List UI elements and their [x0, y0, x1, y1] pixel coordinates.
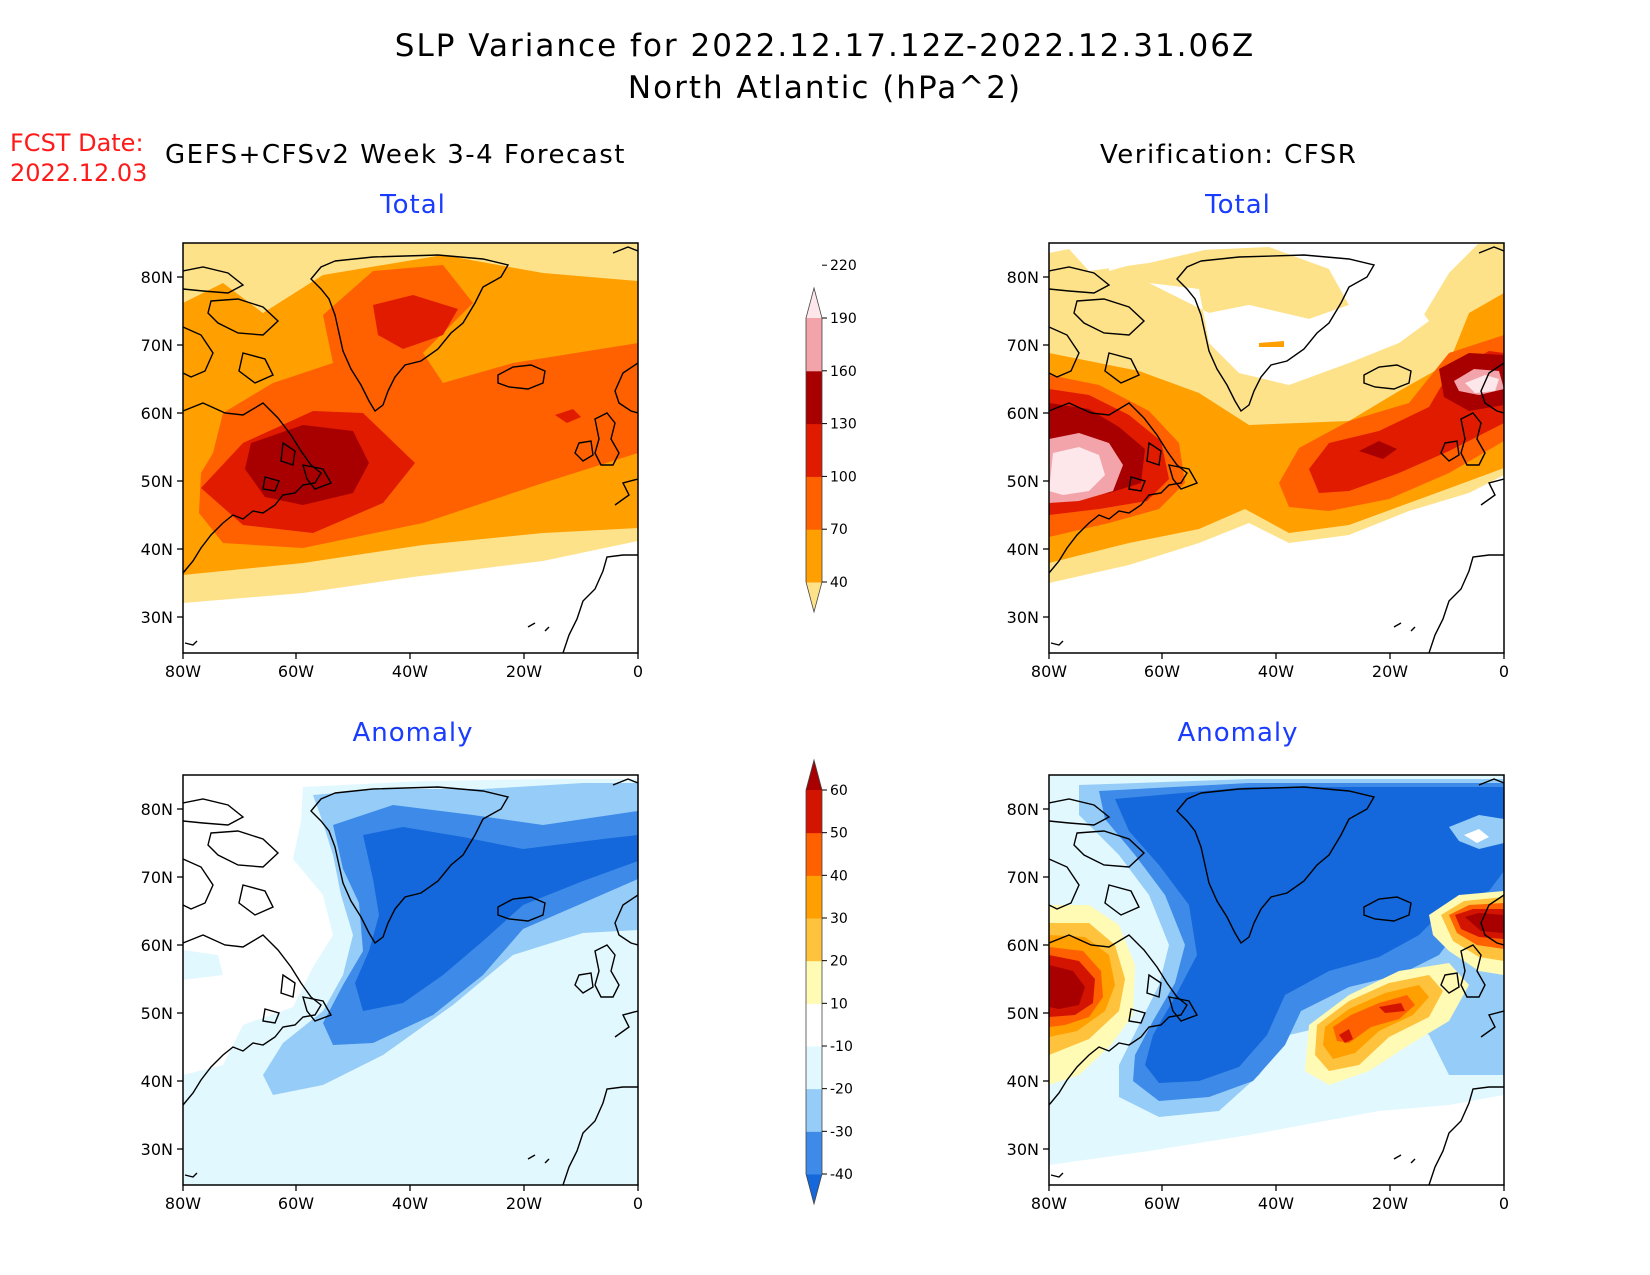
lat-tick-label: 50N — [1007, 472, 1039, 491]
colorbar-label: 220 — [830, 258, 857, 274]
lon-tick-label: 0 — [1499, 662, 1509, 681]
colorbar-swatch — [806, 1131, 822, 1175]
lat-tick-label: 40N — [1007, 1072, 1039, 1091]
colorbar-label: -20 — [830, 1082, 853, 1098]
colorbar-swatch — [806, 370, 822, 425]
fcst-date-value: 2022.12.03 — [10, 159, 148, 187]
lat-tick-label: 70N — [141, 336, 173, 355]
map-axes: 80N 70N 60N 50N 40N 30N 80W 60W 40W 20W 0 80N 70N 60N… — [141, 268, 1509, 1213]
lat-tick-label: 40N — [1007, 540, 1039, 559]
lat-tick-label: 60N — [1007, 936, 1039, 955]
colorbar-upper-extend — [806, 288, 822, 318]
forecast-anomaly-map — [182, 774, 639, 1186]
total-colorbar: 40 70 100 130 160 190 220 — [805, 258, 857, 614]
lat-tick-label: 30N — [141, 608, 173, 627]
lon-tick-label: 80W — [1031, 662, 1067, 681]
colorbar-label: 60 — [830, 783, 848, 799]
fcst-date-label: FCST Date: — [10, 129, 144, 157]
lon-tick-label: 40W — [392, 662, 428, 681]
lon-tick-label: 20W — [1372, 662, 1408, 681]
lat-tick-label: 60N — [141, 936, 173, 955]
lon-tick-label: 40W — [1258, 662, 1294, 681]
colorbar-swatch — [806, 1003, 822, 1047]
panel-title-forecast-anomaly: Anomaly — [352, 718, 474, 748]
colorbar-label: 70 — [830, 522, 848, 538]
lon-tick-label: 20W — [1372, 1194, 1408, 1213]
colorbar-swatch — [806, 875, 822, 919]
colorbar-label: -40 — [830, 1167, 853, 1183]
colorbar-upper-extend — [806, 760, 822, 790]
colorbar-label: 40 — [830, 868, 848, 884]
lat-tick-label: 30N — [141, 1140, 173, 1159]
lon-tick-label: 0 — [633, 662, 643, 681]
lat-tick-label: 80N — [1007, 800, 1039, 819]
lon-tick-label: 80W — [165, 662, 201, 681]
colorbar-label: 10 — [830, 996, 848, 1012]
colorbar-label: 190 — [830, 311, 857, 327]
lat-tick-label: 40N — [141, 540, 173, 559]
lat-tick-label: 70N — [1007, 868, 1039, 887]
lat-tick-label: 50N — [141, 472, 173, 491]
colorbar-swatch — [806, 318, 822, 372]
lon-tick-label: 40W — [392, 1194, 428, 1213]
main-title: SLP Variance for 2022.12.17.12Z-2022.12.… — [394, 28, 1256, 64]
lat-tick-label: 50N — [1007, 1004, 1039, 1023]
colorbar-swatch — [806, 832, 822, 876]
forecast-column-heading: GEFS+CFSv2 Week 3-4 Forecast — [165, 140, 626, 170]
colorbar-swatch — [806, 529, 822, 583]
lon-tick-label: 60W — [278, 1194, 314, 1213]
lat-tick-label: 70N — [1007, 336, 1039, 355]
colorbar-label: 50 — [830, 826, 848, 842]
colorbar-label: -30 — [830, 1124, 853, 1140]
lat-tick-label: 50N — [141, 1004, 173, 1023]
lon-tick-label: 80W — [1031, 1194, 1067, 1213]
lon-tick-label: 60W — [1144, 662, 1180, 681]
lon-tick-label: 0 — [1499, 1194, 1509, 1213]
main-subtitle: North Atlantic (hPa^2) — [627, 70, 1023, 106]
anomaly-colorbar: -40 -30 -20 -10 10 20 30 40 50 60 — [805, 758, 853, 1206]
colorbar-lower-extend — [806, 1174, 822, 1204]
verification-anomaly-map — [1048, 774, 1505, 1186]
verification-total-map — [1048, 242, 1505, 654]
panel-title-verification-anomaly: Anomaly — [1177, 718, 1299, 748]
lon-tick-label: 20W — [506, 1194, 542, 1213]
lat-tick-label: 60N — [1007, 404, 1039, 423]
lon-tick-label: 60W — [1144, 1194, 1180, 1213]
colorbar-label: 100 — [830, 469, 857, 485]
colorbar-swatch — [806, 918, 822, 962]
colorbar-lower-extend — [806, 582, 822, 612]
lon-tick-label: 0 — [633, 1194, 643, 1213]
colorbar-label: 40 — [830, 575, 848, 591]
lat-tick-label: 60N — [141, 404, 173, 423]
colorbar-swatch — [806, 423, 822, 477]
lon-tick-label: 20W — [506, 662, 542, 681]
panel-title-verification-total: Total — [1205, 190, 1271, 220]
colorbar-label: 20 — [830, 954, 848, 970]
lat-tick-label: 40N — [141, 1072, 173, 1091]
colorbar-label: 30 — [830, 911, 848, 927]
colorbars: 40 70 100 130 160 190 220 -40 -30 -20 -10 10 20 30 40 5… — [805, 258, 857, 1206]
colorbar-swatch — [806, 790, 822, 834]
colorbar-swatch — [806, 1088, 822, 1132]
colorbar-label: 160 — [830, 364, 857, 380]
lat-tick-label: 80N — [141, 800, 173, 819]
colorbar-swatch — [806, 476, 822, 530]
colorbar-label: -10 — [830, 1039, 853, 1055]
lat-tick-label: 30N — [1007, 608, 1039, 627]
lat-tick-label: 30N — [1007, 1140, 1039, 1159]
lat-tick-label: 80N — [1007, 268, 1039, 287]
colorbar-swatch — [806, 960, 822, 1004]
forecast-total-map — [182, 242, 639, 654]
verification-column-heading: Verification: CFSR — [1100, 140, 1358, 170]
lat-tick-label: 70N — [141, 868, 173, 887]
panel-title-forecast-total: Total — [380, 190, 446, 220]
colorbar-label: 130 — [830, 417, 857, 433]
lon-tick-label: 60W — [278, 662, 314, 681]
lat-tick-label: 80N — [141, 268, 173, 287]
lon-tick-label: 80W — [165, 1194, 201, 1213]
lon-tick-label: 40W — [1258, 1194, 1294, 1213]
colorbar-swatch — [806, 1046, 822, 1090]
